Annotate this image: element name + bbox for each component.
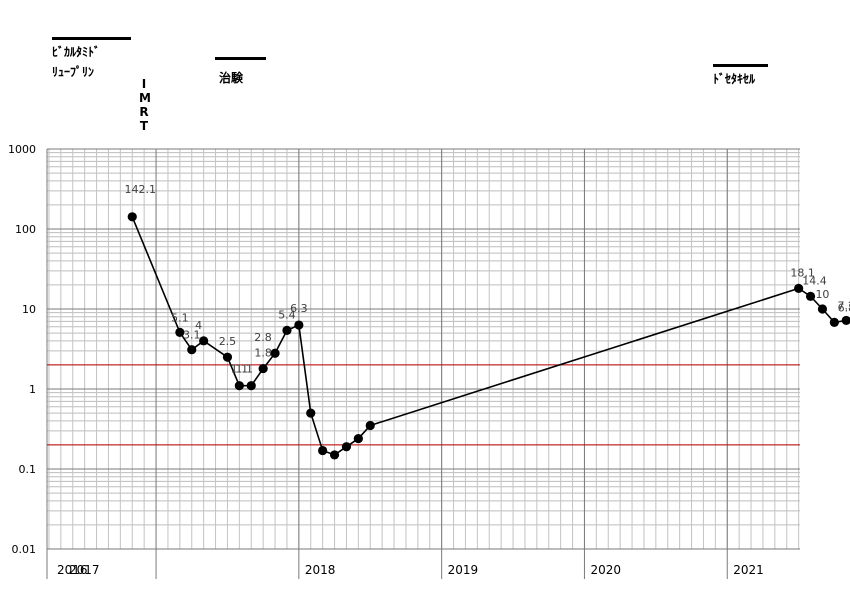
data-labels: 142.15.13.142.51.11.11.82.85.46.318.114.…	[125, 183, 850, 376]
imrt-letter: M	[139, 91, 151, 105]
y-axis-tick-labels: 1000 100 10 1 0.1 0.01	[8, 143, 36, 556]
x-year-label: 2018	[305, 563, 336, 577]
data-point	[294, 320, 304, 330]
data-point	[282, 325, 292, 336]
x-year-label: 2020	[590, 563, 621, 577]
minor-grid	[47, 149, 800, 549]
data-point	[234, 381, 244, 391]
data-label: 7.2	[838, 299, 850, 312]
x-year-label: 2019	[448, 563, 479, 577]
data-point	[127, 212, 137, 222]
reference-lines	[47, 364, 800, 446]
data-point	[199, 336, 209, 346]
data-point	[841, 315, 850, 326]
data-point	[353, 433, 363, 444]
data-point	[306, 408, 316, 418]
y-tick-label: 0.01	[12, 543, 37, 556]
docetaxel-label: ﾄﾞｾﾀｷｾﾙ	[713, 72, 756, 86]
data-label: 142.1	[125, 183, 157, 196]
data-point	[794, 283, 804, 293]
bicalutamide-label: ﾋﾞｶﾙﾀﾐﾄﾞ	[52, 45, 101, 59]
data-label: 1.1	[236, 363, 254, 376]
x-axis-year-labels: 2016201720182019202020212022	[57, 563, 764, 577]
data-point	[175, 327, 185, 337]
data-point	[829, 317, 839, 327]
imrt-letter: R	[139, 105, 149, 119]
data-point	[270, 348, 280, 358]
imrt-letter: T	[139, 119, 149, 133]
docetaxel-bar	[713, 64, 768, 67]
y-tick-label: 1	[29, 383, 36, 396]
data-label: 2.8	[254, 331, 272, 344]
y-tick-label: 10	[22, 303, 36, 316]
data-label: 10	[815, 288, 829, 301]
trial-bar	[215, 57, 266, 60]
imrt-letter: I	[141, 77, 147, 91]
bicalutamide-bar	[52, 37, 131, 40]
x-year-label: 2017	[69, 563, 100, 577]
data-label: 6.8	[838, 301, 850, 314]
major-grid	[46, 148, 800, 579]
data-point	[318, 445, 328, 456]
x-year-label: 2021	[733, 563, 764, 577]
data-label: 1.8	[254, 347, 272, 360]
data-label: 1.1	[231, 363, 249, 376]
series-line	[131, 216, 847, 456]
data-label: 6.3	[290, 302, 308, 315]
data-point	[365, 420, 375, 431]
data-label: 3.1	[183, 329, 201, 342]
data-point	[222, 352, 233, 362]
data-point	[805, 291, 816, 301]
data-point	[258, 363, 268, 374]
data-label: 14.4	[802, 274, 827, 287]
trial-label: 治験	[219, 71, 244, 85]
data-point	[329, 450, 340, 460]
y-tick-label: 100	[15, 223, 36, 236]
data-label: 5.4	[278, 308, 296, 321]
data-label: 5.1	[171, 311, 189, 324]
data-point	[817, 304, 828, 314]
y-tick-label: 1000	[8, 143, 36, 156]
leuprorelin-label: ﾘｭｰﾌﾟﾘﾝ	[52, 65, 95, 79]
data-point	[341, 442, 352, 452]
data-series	[127, 212, 850, 460]
y-tick-label: 0.1	[19, 463, 37, 476]
data-point	[187, 345, 197, 355]
x-year-label: 2016	[57, 563, 88, 577]
data-point	[246, 381, 256, 391]
data-label: 18.1	[790, 266, 815, 279]
data-label: 2.5	[219, 335, 237, 348]
data-label: 4	[195, 319, 202, 332]
